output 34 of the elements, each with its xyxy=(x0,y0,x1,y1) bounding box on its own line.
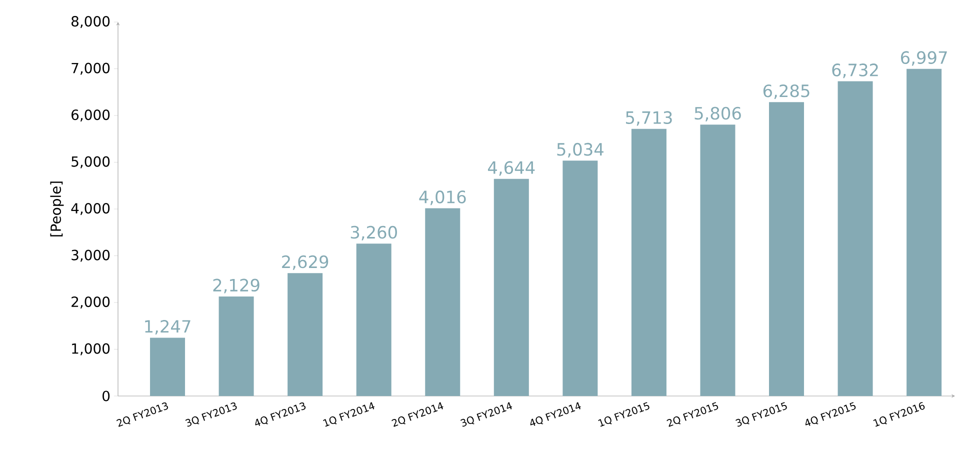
y-tick-label: 1,000 xyxy=(72,343,110,356)
bar xyxy=(425,208,460,396)
bar xyxy=(838,81,873,396)
data-label: 5,034 xyxy=(557,142,604,158)
bar xyxy=(906,68,942,396)
y-tick-label: 2,000 xyxy=(72,296,110,308)
bar xyxy=(288,273,323,396)
data-label: 2,129 xyxy=(213,278,260,294)
bar xyxy=(769,102,804,396)
data-label: 4,016 xyxy=(419,190,466,206)
y-tick-label: 5,000 xyxy=(72,156,110,168)
y-tick-label: 0 xyxy=(102,390,110,402)
data-label: 3,260 xyxy=(350,226,397,240)
bar xyxy=(494,178,529,396)
data-label: 5,806 xyxy=(694,106,741,122)
y-axis-title: [People] xyxy=(50,182,64,236)
data-label: 6,285 xyxy=(763,84,810,99)
data-label: 4,644 xyxy=(488,161,535,176)
bar xyxy=(700,124,736,396)
y-tick-label: 6,000 xyxy=(72,110,110,122)
y-tick-label: 7,000 xyxy=(72,62,110,75)
y-tick-label: 3,000 xyxy=(72,250,110,262)
data-label: 2,629 xyxy=(282,255,328,270)
y-tick-label: 8,000 xyxy=(72,16,110,28)
bar xyxy=(218,296,254,396)
data-label: 6,997 xyxy=(901,51,947,66)
data-label: 1,247 xyxy=(145,320,190,335)
bar xyxy=(631,128,666,396)
bar xyxy=(356,244,392,396)
data-label: 6,732 xyxy=(832,64,878,78)
bar xyxy=(562,160,598,396)
y-tick-label: 4,000 xyxy=(71,203,110,215)
bar xyxy=(150,338,186,396)
data-label: 5,713 xyxy=(626,111,672,126)
